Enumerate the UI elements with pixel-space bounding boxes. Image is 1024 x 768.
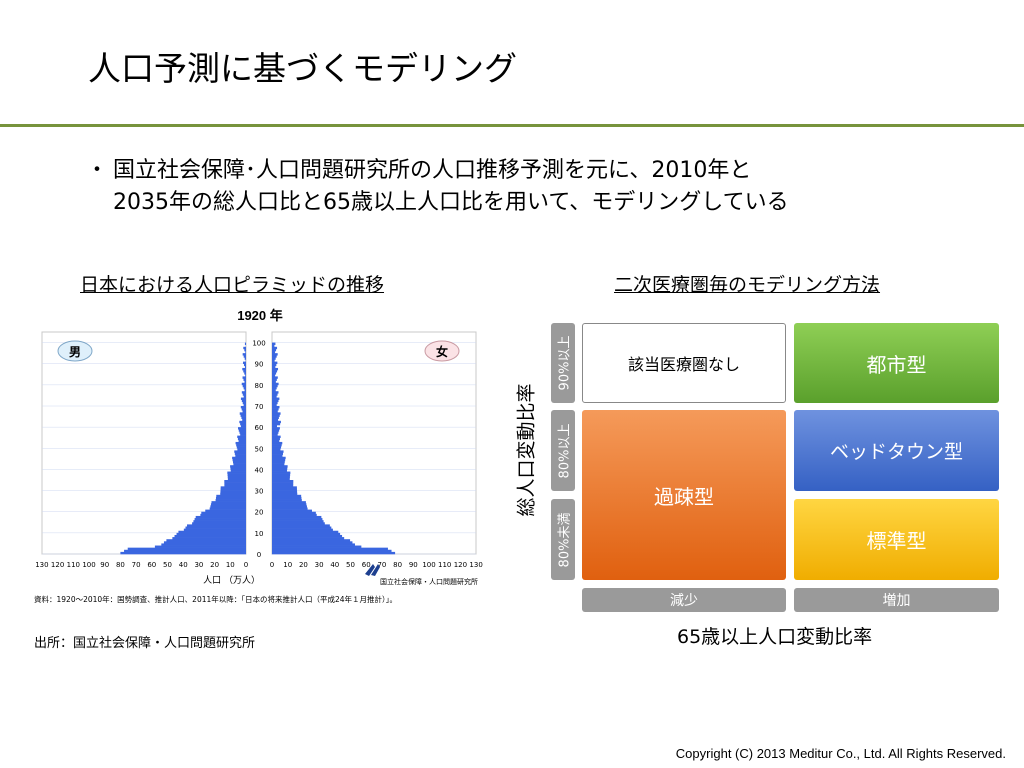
age-tick-label: 90 [255,361,264,369]
cell-standard-type: 標準型 [794,499,999,580]
x-tick-label: 50 [163,561,172,569]
cell-urban-type: 都市型 [794,323,999,403]
x-tick-label: 80 [116,561,125,569]
x-axis-label: 65歳以上人口変動比率 [677,626,873,648]
female-badge: 女 [424,340,460,362]
age-tick-label: 50 [255,445,264,453]
age-tick-label: 60 [255,424,264,432]
x-tick-label: 120 [454,561,467,569]
x-tick-label: 80 [393,561,402,569]
age-tick-label: 100 [252,340,265,348]
x-tick-label: 90 [409,561,418,569]
x-tick-label: 70 [377,561,386,569]
pyramid-year-label: 1920 年 [237,308,283,323]
x-tick-label: 20 [299,561,308,569]
age-tick-label: 10 [255,530,264,538]
x-tick-label: 70 [132,561,141,569]
x-axis-unit: 人口 （万人） [203,575,260,586]
age-tick-label: 70 [255,403,264,411]
col-tag-increase: 増加 [794,588,999,612]
x-tick-label: 60 [362,561,371,569]
pyramid-note: 資料：1920～2010年：国勢調査、推計人口、2011年以降：「日本の将来推計… [34,594,397,604]
bullet-marker: ・ [86,158,109,183]
row-tag-under-80: 80%未満 [551,499,575,580]
x-tick-label: 100 [422,561,435,569]
age-tick-label: 0 [257,551,261,559]
row-tag-80-plus-text: 80%以上 [557,423,573,478]
modeling-heading: 二次医療圏毎のモデリング方法 [614,274,881,296]
cell-no-applicable-area: 該当医療圏なし [582,323,786,403]
x-tick-label: 40 [179,561,188,569]
x-tick-label: 60 [147,561,156,569]
org-label: 国立社会保障・人口問題研究所 [380,577,478,586]
x-tick-label: 30 [315,561,324,569]
male-badge: 男 [57,340,93,362]
x-tick-label: 130 [35,561,48,569]
bullet-text-line-2: 2035年の総人口比と65歳以上人口比を用いて、モデリングしている [113,190,789,215]
x-tick-label: 50 [346,561,355,569]
pyramid-heading: 日本における人口ピラミッドの推移 [80,274,385,296]
row-tag-90-plus-text: 90%以上 [557,335,573,391]
x-tick-label: 110 [438,561,451,569]
col-tag-decrease: 減少 [582,588,786,612]
x-tick-label: 130 [469,561,482,569]
cell-bedtown-type: ベッドタウン型 [794,410,999,491]
org-logo-icon [365,564,380,576]
x-tick-label: 20 [210,561,219,569]
age-tick-label: 20 [255,509,264,517]
y-axis-label-text: 総人口変動比率 [515,383,538,517]
cell-depopulated-type: 過疎型 [582,410,786,580]
copyright-notice: Copyright (C) 2013 Meditur Co., Ltd. All… [675,746,1006,761]
bullet-text-line-1: 国立社会保障･人口問題研究所の人口推移予測を元に、2010年と [113,158,752,183]
x-tick-label: 10 [226,561,235,569]
page-title: 人口予測に基づくモデリング [88,49,517,88]
x-tick-label: 90 [100,561,109,569]
source-citation: 出所：国立社会保障・人口問題研究所 [34,636,256,651]
age-tick-label: 30 [255,488,264,496]
x-tick-label: 0 [244,561,248,569]
female-label: 女 [436,344,448,359]
male-label: 男 [69,345,81,359]
x-tick-label: 0 [270,561,274,569]
x-tick-label: 40 [330,561,339,569]
row-tag-90-plus: 90%以上 [551,323,575,403]
x-tick-label: 100 [82,561,95,569]
age-tick-label: 40 [255,466,264,474]
row-tag-80-plus: 80%以上 [551,410,575,491]
x-tick-label: 120 [51,561,64,569]
x-tick-label: 30 [194,561,203,569]
age-tick-label: 80 [255,382,264,390]
x-tick-label: 110 [67,561,80,569]
row-tag-under-80-text: 80%未満 [557,512,573,567]
x-tick-label: 10 [283,561,292,569]
title-divider [0,124,1024,127]
